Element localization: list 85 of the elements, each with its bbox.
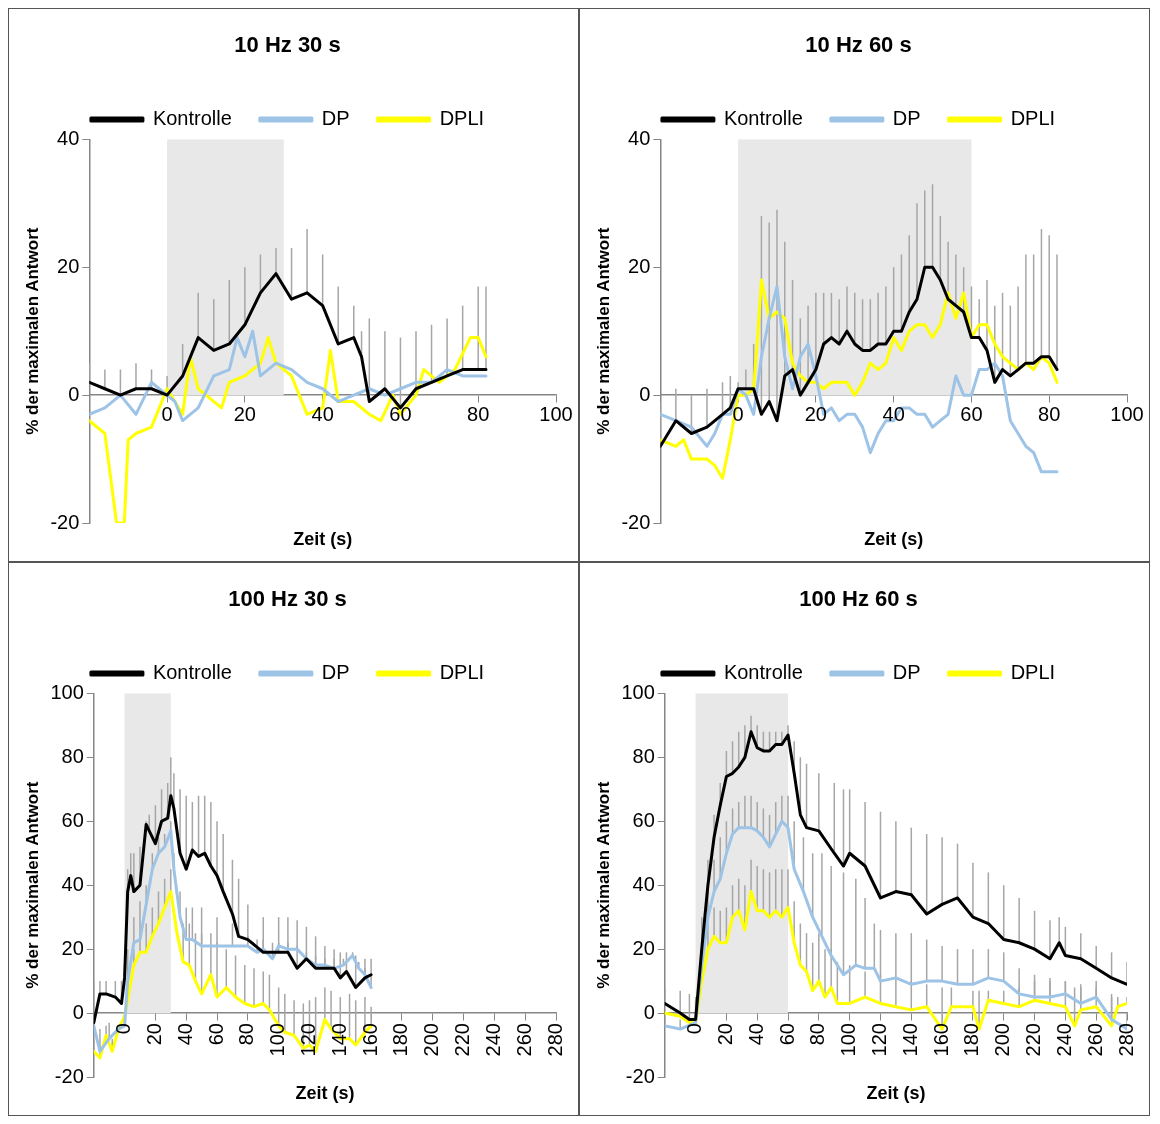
legend-label: Kontrolle <box>723 106 803 129</box>
y-tick-label: -20 <box>50 510 80 533</box>
x-tick-label: 80 <box>467 402 490 425</box>
legend-label: Kontrolle <box>723 660 803 683</box>
y-tick-label: 40 <box>61 872 84 895</box>
chart-title: 10 Hz 30 s <box>234 32 341 58</box>
y-tick-label: 40 <box>57 126 80 149</box>
x-tick-label: 0 <box>112 1023 135 1035</box>
x-tick-label: 100 <box>539 402 573 425</box>
x-tick-label: 180 <box>389 1023 412 1057</box>
x-tick-label: 220 <box>1022 1023 1045 1057</box>
x-tick-label: 100 <box>1110 402 1144 425</box>
x-tick-label: 100 <box>266 1023 289 1057</box>
x-tick-label: 160 <box>929 1023 952 1057</box>
legend-label: DP <box>892 106 921 129</box>
x-tick-label: 40 <box>882 402 905 425</box>
x-tick-label: 200 <box>420 1023 443 1057</box>
x-tick-label: 240 <box>481 1023 504 1057</box>
x-tick-label: 60 <box>204 1023 227 1046</box>
x-tick-label: 40 <box>173 1023 196 1046</box>
x-tick-label: 160 <box>358 1023 381 1057</box>
legend-label: Kontrolle <box>152 660 232 683</box>
y-tick-label: -20 <box>625 1064 655 1087</box>
x-tick-label: 20 <box>804 402 827 425</box>
x-tick-label: 40 <box>311 402 334 425</box>
y-tick-label: 0 <box>68 382 80 405</box>
x-tick-label: 0 <box>161 402 173 425</box>
x-tick-label: 60 <box>960 402 983 425</box>
chart-title: 100 Hz 30 s <box>228 586 347 612</box>
x-tick-label: 120 <box>296 1023 319 1057</box>
y-tick-label: -20 <box>621 510 651 533</box>
y-tick-label: 20 <box>57 254 80 277</box>
legend-label: DPLI <box>439 660 485 683</box>
x-tick-label: 260 <box>512 1023 535 1057</box>
y-tick-label: 20 <box>628 254 651 277</box>
y-axis-title: % der maximalen Antwort <box>593 227 613 435</box>
x-axis-title: Zeit (s) <box>295 1082 355 1103</box>
x-tick-label: 100 <box>837 1023 860 1057</box>
x-tick-label: 20 <box>142 1023 165 1046</box>
x-tick-label: 80 <box>1038 402 1061 425</box>
legend-label: Kontrolle <box>152 106 232 129</box>
x-tick-label: 140 <box>898 1023 921 1057</box>
y-tick-label: 20 <box>632 936 655 959</box>
chart-title: 10 Hz 60 s <box>805 32 912 58</box>
x-tick-label: 140 <box>327 1023 350 1057</box>
legend-label: DP <box>321 106 350 129</box>
y-tick-label: 60 <box>61 808 84 831</box>
x-tick-label: 80 <box>235 1023 258 1046</box>
x-tick-label: 180 <box>960 1023 983 1057</box>
x-tick-label: 0 <box>683 1023 706 1035</box>
y-axis-title: % der maximalen Antwort <box>593 781 613 989</box>
x-tick-label: 240 <box>1052 1023 1075 1057</box>
x-tick-label: 20 <box>713 1023 736 1046</box>
x-tick-label: 220 <box>451 1023 474 1057</box>
y-tick-label: 0 <box>639 382 651 405</box>
legend-label: DPLI <box>1010 660 1056 683</box>
y-tick-label: 100 <box>621 680 655 703</box>
y-axis-title: % der maximalen Antwort <box>22 227 42 435</box>
x-axis-title: Zeit (s) <box>864 528 924 549</box>
x-tick-label: 40 <box>744 1023 767 1046</box>
x-tick-label: 20 <box>233 402 256 425</box>
legend-label: DPLI <box>439 106 485 129</box>
chart-title: 100 Hz 60 s <box>799 586 918 612</box>
y-tick-label: -20 <box>54 1064 84 1087</box>
y-tick-label: 40 <box>628 126 651 149</box>
x-tick-label: 280 <box>1114 1023 1137 1057</box>
y-tick-label: 60 <box>632 808 655 831</box>
x-tick-label: 80 <box>806 1023 829 1046</box>
x-tick-label: 280 <box>543 1023 566 1057</box>
x-tick-label: 260 <box>1083 1023 1106 1057</box>
y-tick-label: 80 <box>632 744 655 767</box>
legend-label: DP <box>321 660 350 683</box>
x-tick-label: 120 <box>867 1023 890 1057</box>
x-tick-label: 200 <box>991 1023 1014 1057</box>
legend-label: DP <box>892 660 921 683</box>
x-tick-label: 60 <box>775 1023 798 1046</box>
y-tick-label: 80 <box>61 744 84 767</box>
y-tick-label: 100 <box>50 680 84 703</box>
y-tick-label: 20 <box>61 936 84 959</box>
x-tick-label: 60 <box>389 402 412 425</box>
y-tick-label: 40 <box>632 872 655 895</box>
legend-label: DPLI <box>1010 106 1056 129</box>
x-axis-title: Zeit (s) <box>866 1082 926 1103</box>
x-axis-title: Zeit (s) <box>293 528 353 549</box>
y-axis-title: % der maximalen Antwort <box>22 781 42 989</box>
